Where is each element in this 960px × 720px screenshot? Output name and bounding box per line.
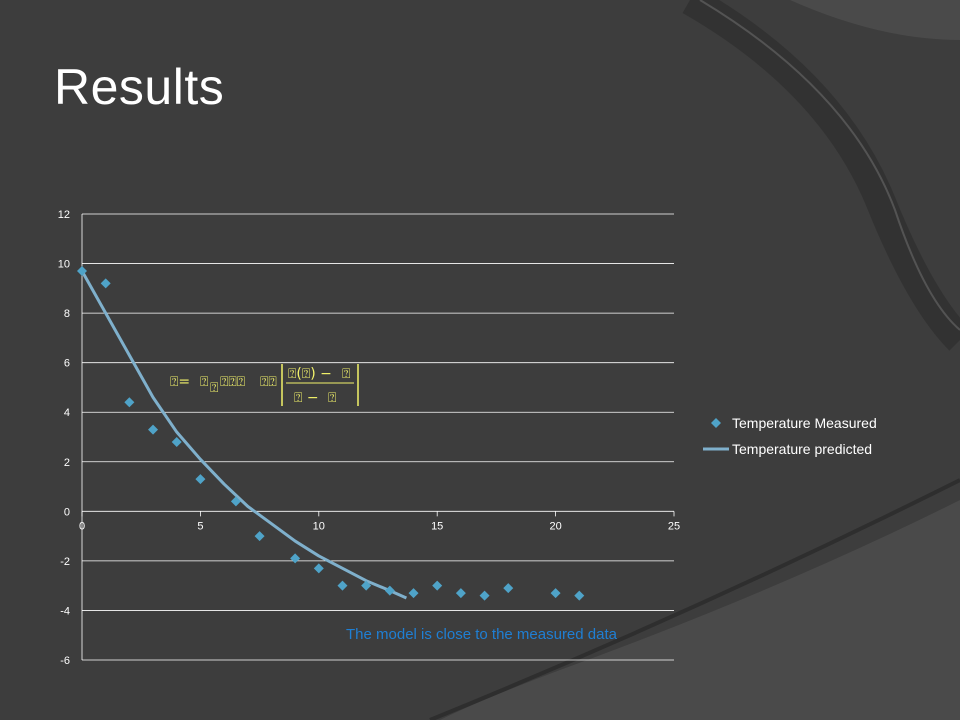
predicted-series — [80, 270, 408, 600]
measured-point — [230, 496, 241, 507]
chart-caption: The model is close to the measured data — [346, 626, 617, 643]
model-equation-image: ⍰= ⍰ ⍰ ⍰⍰⍰ ⍰⍰ ⍰(⍰) − ⍰ ⍰ − ⍰ — [170, 364, 359, 406]
measured-point — [361, 580, 372, 591]
measured-point — [408, 588, 419, 599]
x-axis: 0510152025 — [79, 511, 680, 532]
y-tick-label: 6 — [64, 358, 70, 370]
y-tick-label: 0 — [64, 506, 70, 518]
x-tick-label: 25 — [668, 520, 680, 532]
svg-text:⍰(⍰) −: ⍰(⍰) − — [288, 366, 332, 382]
measured-point — [337, 580, 348, 591]
y-tick-label: 2 — [64, 457, 70, 469]
measured-point — [550, 588, 561, 599]
measured-point — [171, 436, 182, 447]
x-tick-label: 5 — [197, 520, 203, 532]
y-tick-label: -2 — [60, 556, 70, 568]
legend-label-predicted: Temperature predicted — [732, 441, 872, 457]
chart-grid — [82, 213, 674, 661]
y-tick-label: 4 — [64, 407, 70, 419]
legend-marker-measured — [711, 418, 721, 428]
svg-text:⍰: ⍰ — [210, 380, 218, 396]
svg-text:⍰: ⍰ — [200, 374, 208, 390]
measured-point — [574, 590, 585, 601]
svg-text:⍰⍰⍰: ⍰⍰⍰ — [220, 374, 245, 390]
svg-text:⍰⍰: ⍰⍰ — [260, 374, 277, 390]
y-tick-label: 12 — [58, 209, 70, 221]
svg-text:⍰=: ⍰= — [170, 374, 190, 390]
y-tick-label: 8 — [64, 308, 70, 320]
svg-text:⍰: ⍰ — [342, 366, 350, 382]
measured-point — [148, 424, 159, 435]
measured-point — [479, 590, 490, 601]
measured-point — [195, 474, 206, 485]
measured-point — [384, 585, 395, 596]
measured-point — [77, 265, 87, 276]
slide-title: Results — [54, 59, 225, 115]
svg-text:⍰: ⍰ — [328, 390, 336, 406]
measured-point — [100, 278, 111, 289]
measured-point — [313, 563, 324, 574]
predicted-line — [80, 270, 408, 600]
measured-point — [432, 580, 443, 591]
y-tick-label: 10 — [58, 259, 70, 271]
x-tick-label: 15 — [431, 520, 443, 532]
measured-point — [290, 553, 301, 564]
y-tick-label: -6 — [60, 655, 70, 667]
x-tick-label: 10 — [313, 520, 325, 532]
measured-point — [455, 588, 466, 599]
measured-point — [503, 583, 514, 594]
y-axis: 12 10 8 6 4 2 0 -2 -4 -6 — [58, 209, 83, 667]
measured-point — [124, 397, 135, 408]
chart-legend: Temperature Measured Temperature predict… — [703, 415, 877, 457]
measured-point — [254, 531, 265, 542]
svg-text:⍰ −: ⍰ − — [294, 390, 319, 406]
x-tick-label: 20 — [549, 520, 561, 532]
legend-label-measured: Temperature Measured — [732, 415, 877, 431]
measured-series — [77, 265, 585, 601]
y-tick-label: -4 — [60, 605, 70, 617]
